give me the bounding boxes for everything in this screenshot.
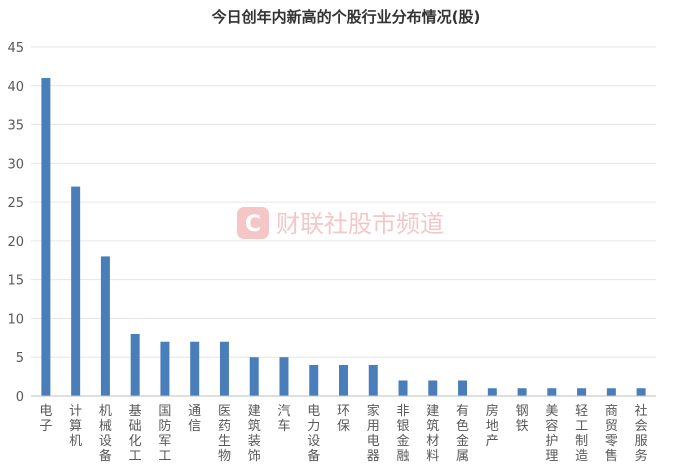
x-category-label: 电力设备: [307, 404, 320, 464]
watermark-text: 财联社股市频道: [276, 210, 444, 238]
y-tick-label: 15: [7, 274, 24, 289]
bar: [160, 341, 170, 396]
x-category-label: 计算机: [69, 404, 82, 449]
bar: [428, 380, 438, 396]
y-tick-label: 35: [7, 119, 24, 134]
bar: [577, 388, 587, 396]
y-tick-label: 45: [7, 41, 24, 56]
x-category-label: 通信: [188, 404, 201, 434]
bar: [487, 388, 497, 396]
x-category-label: 基础化工: [129, 404, 142, 464]
x-category-label: 有色金属: [456, 404, 469, 464]
y-tick-label: 10: [7, 312, 24, 327]
x-category-label: 机械设备: [99, 404, 112, 464]
bars: [41, 78, 646, 397]
chart-title: 今日创年内新高的个股行业分布情况(股): [211, 8, 481, 26]
bar: [339, 364, 348, 396]
bar: [41, 78, 51, 397]
x-category-label: 商贸零售: [605, 404, 618, 464]
x-category-label: 国防军工: [158, 404, 171, 464]
bar: [71, 186, 81, 396]
x-category-label: 建筑材料: [426, 404, 439, 464]
bar: [100, 256, 110, 396]
category-labels: 电子 计算机 机械设备 基础化工 国防军工 通信 医药生物 建筑装饰 汽车 电力设备 环保 家用电器 非…: [39, 403, 647, 464]
bar: [368, 364, 378, 396]
y-tick-label: 30: [7, 157, 24, 172]
x-category-label: 房地产: [486, 403, 499, 449]
y-tick-label: 5: [16, 351, 24, 366]
x-category-label: 钢铁: [516, 404, 529, 434]
bar: [219, 341, 229, 396]
bar: [249, 357, 259, 396]
bar: [279, 357, 289, 396]
bar: [636, 388, 646, 396]
x-category-label: 美容护理: [545, 404, 558, 464]
watermark: C 财联社股市频道: [237, 207, 444, 239]
bar: [398, 380, 408, 396]
watermark-logo-letter: C: [245, 212, 261, 237]
y-tick-label: 25: [7, 196, 24, 211]
x-category-label: 轻工制造: [575, 404, 588, 464]
x-category-label: 建筑装饰: [248, 404, 261, 464]
x-category-label: 医药生物: [218, 404, 231, 464]
bar: [606, 388, 616, 396]
bar: [547, 388, 557, 396]
x-category-label: 非银金融: [397, 404, 410, 464]
bar: [458, 380, 468, 396]
x-category-label: 社会服务: [635, 403, 648, 464]
gridlines: [31, 46, 656, 358]
bar: [517, 388, 527, 396]
y-tick-label: 40: [7, 80, 24, 95]
bar: [309, 364, 319, 396]
x-category-label: 汽车: [277, 404, 290, 434]
watermark-logo-icon: [237, 207, 269, 239]
bar: [190, 341, 200, 396]
y-tick-label: 20: [7, 235, 24, 250]
y-tick-label: 0: [16, 390, 24, 405]
x-category-label: 家用电器: [367, 403, 380, 464]
bar: [130, 333, 140, 396]
x-category-label: 环保: [337, 404, 350, 434]
x-category-label: 电子: [39, 404, 52, 434]
y-axis-ticks: 0 5 10 15 20 25 30 35 40 45: [7, 41, 24, 405]
